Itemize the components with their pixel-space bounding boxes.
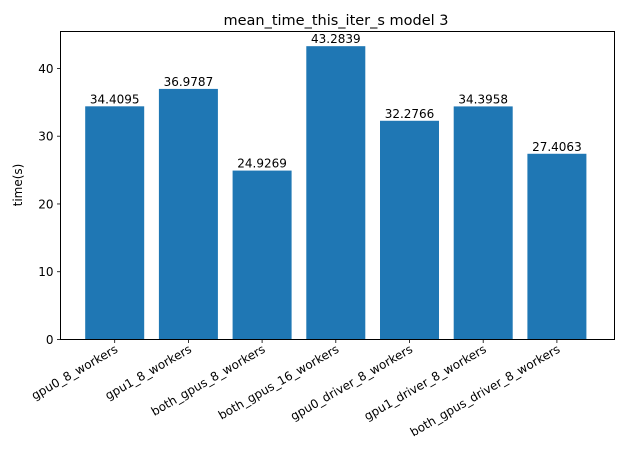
x-tick-label: both_gpus_16_workers: [216, 342, 341, 423]
bar-both_gpus_8_workers: [232, 170, 292, 340]
bar-value-label: 27.4063: [532, 140, 582, 154]
x-axis-ticks: gpu0_8_workersgpu1_8_workersboth_gpus_8_…: [29, 339, 563, 439]
y-axis-ticks: 0 10 20 30 40: [38, 62, 61, 347]
bar-labels-layer: 34.4095 36.9787 24.9269 43.2839 32.2766 34.39…: [90, 32, 582, 170]
bar-both_gpus_driver_8_workers: [527, 153, 587, 340]
bars-layer: [85, 46, 587, 340]
bar-value-label: 34.3958: [458, 92, 508, 106]
plot-frame: [60, 31, 615, 340]
bar-value-label: 24.9269: [237, 157, 287, 171]
y-tick-label: 40: [38, 62, 53, 76]
bar-value-label: 34.4095: [90, 92, 140, 106]
x-tick-label: gpu0_driver_8_workers: [288, 342, 415, 423]
x-tick-label: gpu1_driver_8_workers: [362, 342, 489, 423]
bar-value-label: 32.2766: [385, 107, 435, 121]
bar-both_gpus_16_workers: [306, 46, 366, 340]
chart-title: mean_time_this_iter_s model 3: [223, 13, 448, 29]
bar-gpu1_driver_8_workers: [453, 106, 513, 340]
bar-gpu1_8_workers: [158, 88, 218, 340]
y-tick-label: 20: [38, 197, 53, 211]
y-tick-label: 10: [38, 265, 53, 279]
bar-value-label: 43.2839: [311, 32, 361, 46]
bar-gpu0_8_workers: [85, 106, 145, 340]
y-tick-label: 30: [38, 130, 53, 144]
bar-gpu0_driver_8_workers: [380, 120, 439, 340]
y-axis-label: time(s): [11, 164, 25, 207]
y-tick-label: 0: [46, 333, 54, 347]
bar-value-label: 36.9787: [164, 75, 214, 89]
x-tick-label: both_gpus_driver_8_workers: [408, 342, 563, 439]
